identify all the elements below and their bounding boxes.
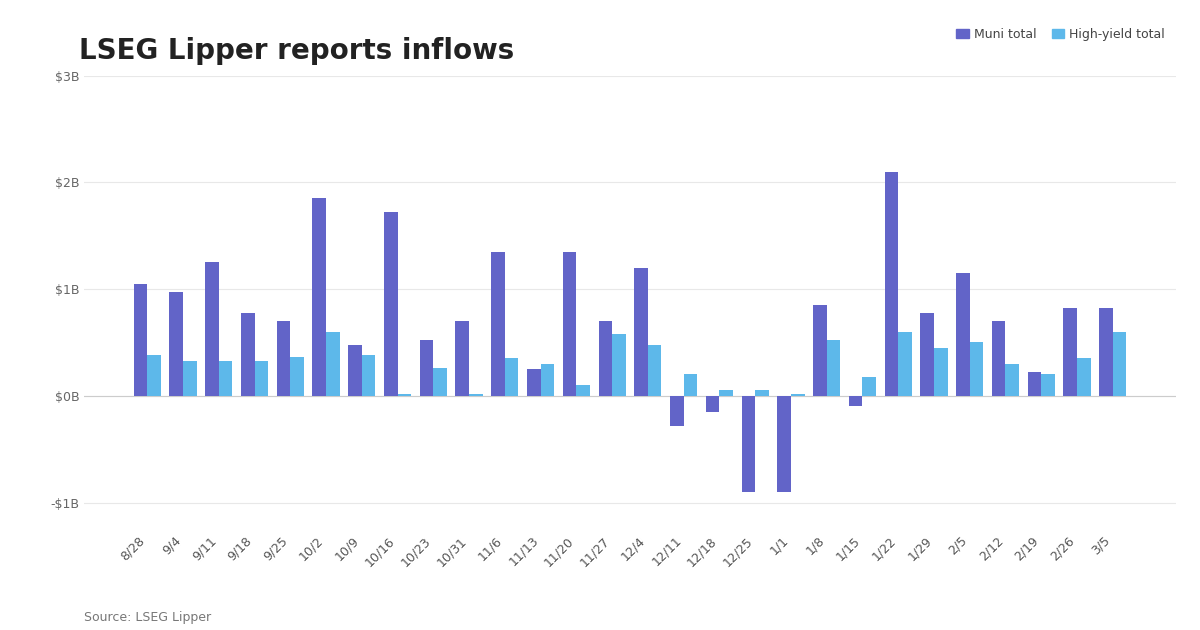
Bar [684, 374, 697, 396]
Bar [312, 198, 326, 396]
Bar [970, 343, 983, 396]
Bar [241, 312, 254, 396]
Bar [1042, 374, 1055, 396]
Bar [755, 391, 769, 396]
Bar [326, 332, 340, 396]
Legend: Muni total, High-yield total: Muni total, High-yield total [952, 23, 1170, 46]
Bar [599, 321, 612, 396]
Bar [576, 385, 590, 396]
Bar [205, 262, 218, 396]
Text: Source: LSEG Lipper: Source: LSEG Lipper [84, 610, 211, 624]
Bar [456, 321, 469, 396]
Bar [720, 391, 733, 396]
Text: LSEG Lipper reports inflows: LSEG Lipper reports inflows [78, 37, 514, 65]
Bar [277, 321, 290, 396]
Bar [1099, 308, 1112, 396]
Bar [670, 396, 684, 426]
Bar [742, 396, 755, 492]
Bar [148, 355, 161, 396]
Bar [648, 345, 661, 396]
Bar [791, 394, 804, 396]
Bar [1027, 372, 1042, 396]
Bar [218, 360, 233, 396]
Bar [527, 369, 540, 396]
Bar [290, 357, 304, 396]
Bar [992, 321, 1006, 396]
Bar [612, 334, 625, 396]
Bar [956, 273, 970, 396]
Bar [384, 212, 397, 396]
Bar [1112, 332, 1127, 396]
Bar [1078, 358, 1091, 396]
Bar [1063, 308, 1078, 396]
Bar [563, 252, 576, 396]
Bar [182, 360, 197, 396]
Bar [433, 368, 446, 396]
Bar [848, 396, 863, 406]
Bar [505, 358, 518, 396]
Bar [361, 355, 376, 396]
Bar [420, 340, 433, 396]
Bar [540, 364, 554, 396]
Bar [827, 340, 840, 396]
Bar [1006, 364, 1019, 396]
Bar [635, 268, 648, 396]
Bar [169, 292, 182, 396]
Bar [254, 360, 268, 396]
Bar [469, 394, 482, 396]
Bar [920, 312, 934, 396]
Bar [814, 305, 827, 396]
Bar [863, 377, 876, 396]
Bar [397, 394, 412, 396]
Bar [133, 284, 148, 396]
Bar [706, 396, 720, 412]
Bar [491, 252, 505, 396]
Bar [884, 171, 899, 396]
Bar [899, 332, 912, 396]
Bar [348, 345, 361, 396]
Bar [934, 348, 948, 396]
Bar [778, 396, 791, 492]
